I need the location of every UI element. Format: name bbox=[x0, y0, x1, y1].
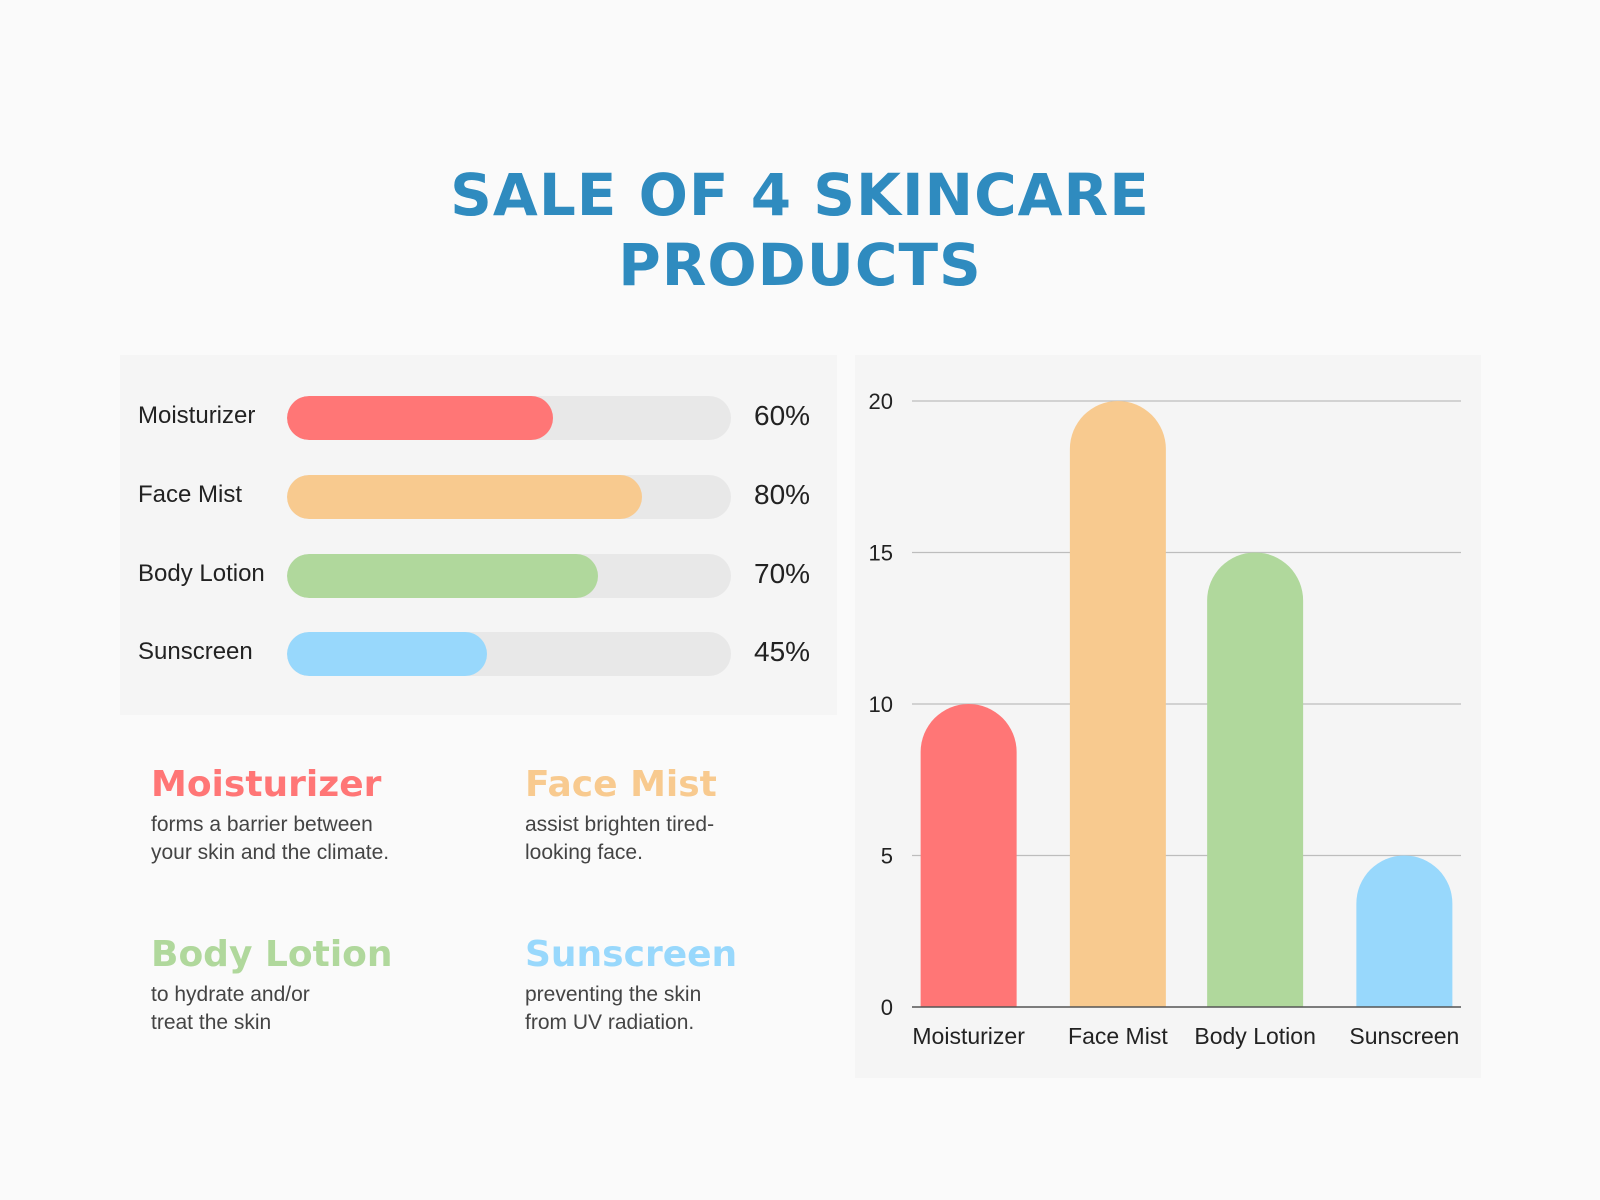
y-tick-label: 15 bbox=[869, 541, 893, 566]
x-tick-label: Face Mist bbox=[1068, 1023, 1168, 1049]
progress-value: 70% bbox=[754, 558, 811, 589]
description-body-lotion: Body Lotion to hydrate and/or treat the … bbox=[151, 933, 481, 1037]
description-text: preventing the skin from UV radiation. bbox=[525, 983, 702, 1034]
progress-row-body-lotion: Body Lotion 70% bbox=[120, 554, 837, 600]
y-tick-label: 10 bbox=[869, 692, 893, 717]
bar-chart: 0 5 10 15 20 Moisturizer Face Mist Body Lotion S… bbox=[869, 389, 1461, 1049]
progress-value: 60% bbox=[754, 400, 811, 431]
description-title: Face Mist bbox=[525, 764, 717, 805]
description-title: Body Lotion bbox=[151, 934, 393, 975]
progress-label: Moisturizer bbox=[138, 402, 256, 429]
progress-label: Face Mist bbox=[138, 481, 243, 508]
progress-label: Body Lotion bbox=[138, 560, 265, 587]
description-sunscreen: Sunscreen preventing the skin from UV ra… bbox=[525, 933, 855, 1037]
description-face-mist: Face Mist assist brighten tired- looking… bbox=[525, 763, 855, 867]
progress-track bbox=[287, 632, 731, 676]
progress-track bbox=[287, 554, 731, 598]
x-tick-label: Sunscreen bbox=[1349, 1023, 1459, 1049]
x-tick-label: Moisturizer bbox=[912, 1023, 1025, 1049]
progress-track bbox=[287, 475, 731, 519]
progress-value: 45% bbox=[754, 636, 811, 667]
description-title: Sunscreen bbox=[525, 934, 738, 975]
progress-fill-sunscreen bbox=[287, 632, 487, 676]
bar-face-mist bbox=[1069, 401, 1166, 1007]
progress-value: 80% bbox=[754, 479, 811, 510]
description-moisturizer: Moisturizer forms a barrier between your… bbox=[151, 763, 481, 867]
bar-sunscreen bbox=[1356, 855, 1453, 1007]
progress-row-face-mist: Face Mist 80% bbox=[120, 475, 837, 521]
page-title: SALE OF 4 SKINCARE PRODUCTS bbox=[0, 160, 1600, 300]
progress-panel: Moisturizer 60% Face Mist 80% Body Lotio… bbox=[120, 355, 837, 715]
progress-fill-body-lotion bbox=[287, 554, 598, 598]
progress-fill-moisturizer bbox=[287, 396, 554, 440]
progress-row-sunscreen: Sunscreen 45% bbox=[120, 632, 837, 678]
y-tick-label: 20 bbox=[869, 389, 893, 414]
y-tick-label: 0 bbox=[881, 995, 893, 1020]
description-title: Moisturizer bbox=[151, 764, 382, 805]
description-text: forms a barrier between your skin and th… bbox=[151, 813, 390, 864]
title-line-1: SALE OF 4 SKINCARE bbox=[450, 161, 1150, 229]
bar-body-lotion bbox=[1207, 552, 1304, 1007]
progress-track bbox=[287, 396, 731, 440]
description-text: to hydrate and/or treat the skin bbox=[151, 983, 310, 1034]
bar-moisturizer bbox=[920, 704, 1017, 1007]
y-tick-label: 5 bbox=[881, 844, 893, 869]
description-text: assist brighten tired- looking face. bbox=[525, 813, 715, 864]
progress-label: Sunscreen bbox=[138, 638, 253, 665]
progress-row-moisturizer: Moisturizer 60% bbox=[120, 396, 837, 442]
progress-fill-face-mist bbox=[287, 475, 643, 519]
x-tick-label: Body Lotion bbox=[1194, 1023, 1315, 1049]
title-line-2: PRODUCTS bbox=[618, 231, 982, 299]
bar-chart-panel: 0 5 10 15 20 Moisturizer Face Mist Body Lotion S… bbox=[855, 355, 1481, 1078]
